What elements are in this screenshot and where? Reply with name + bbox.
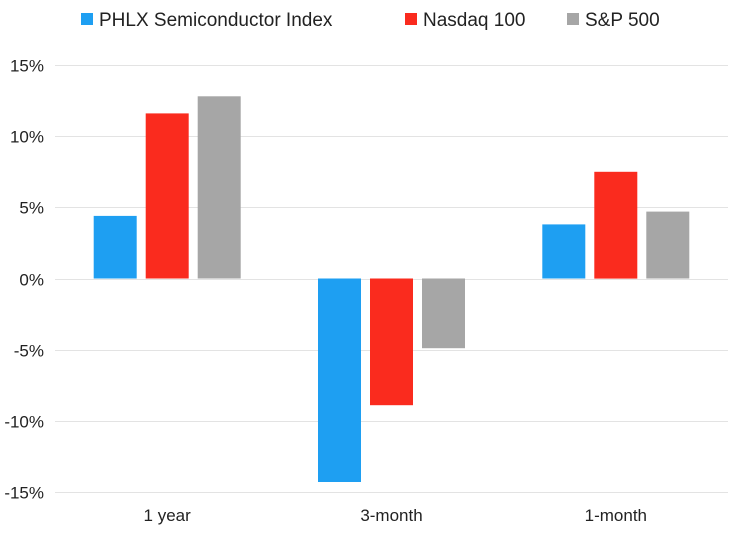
legend-item: Nasdaq 100 xyxy=(405,10,525,31)
x-axis-category-labels: 1 year 3-month 1-month xyxy=(144,506,647,525)
y-tick-label: 5% xyxy=(19,199,44,218)
x-category-label: 1 year xyxy=(144,506,192,525)
legend-item: S&P 500 xyxy=(567,10,660,31)
legend-swatch xyxy=(405,13,417,25)
y-axis-tick-labels: 15% 10% 5% 0% -5% -10% -15% xyxy=(4,57,44,503)
legend-swatch xyxy=(81,13,93,25)
bar xyxy=(646,211,690,279)
bar xyxy=(422,278,465,349)
x-category-label: 1-month xyxy=(585,506,647,525)
y-tick-label: -5% xyxy=(14,342,44,361)
bar xyxy=(542,224,586,279)
y-tick-label: 10% xyxy=(10,128,44,147)
legend-label: S&P 500 xyxy=(585,10,660,31)
legend-swatch xyxy=(567,13,579,25)
bar xyxy=(370,278,413,406)
bars xyxy=(93,96,690,482)
bar xyxy=(318,278,361,482)
bar xyxy=(197,96,241,279)
y-tick-label: -15% xyxy=(4,484,44,503)
legend-item: PHLX Semiconductor Index xyxy=(81,10,333,31)
y-tick-label: -10% xyxy=(4,413,44,432)
y-tick-label: 0% xyxy=(19,271,44,290)
legend: PHLX Semiconductor Index Nasdaq 100 S&P 50… xyxy=(81,10,660,31)
x-category-label: 3-month xyxy=(360,506,422,525)
legend-label: PHLX Semiconductor Index xyxy=(99,10,333,31)
bar xyxy=(145,113,189,279)
bar xyxy=(594,171,638,279)
legend-label: Nasdaq 100 xyxy=(423,10,525,31)
bar xyxy=(93,215,137,279)
y-tick-label: 15% xyxy=(10,57,44,76)
